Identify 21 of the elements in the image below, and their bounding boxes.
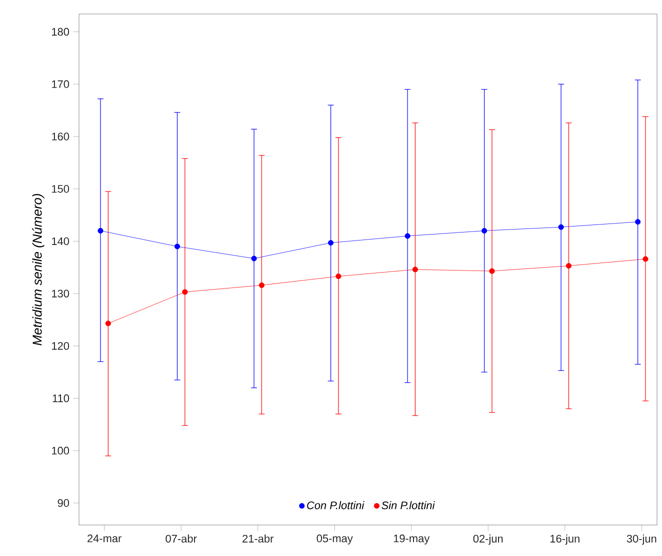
y-tick-label: 100: [52, 446, 70, 455]
x-tick-label: 21-abr: [242, 534, 274, 543]
x-tick-label: 05-may: [316, 534, 353, 544]
x-tick-label: 24-mar: [88, 534, 122, 542]
legend-label: Sin P.lottini: [382, 501, 435, 510]
y-tick-label: 160: [52, 132, 70, 140]
y-tick-label: 110: [52, 394, 70, 402]
x-tick-label: 19-may: [394, 534, 430, 544]
y-tick-label: 170: [52, 80, 70, 88]
y-tick-label: 150: [52, 185, 70, 193]
y-tick-label: 90: [58, 499, 70, 507]
y-axis-title: Metridium senile (Número): [32, 194, 44, 346]
x-tick-label: 16-jun: [550, 534, 580, 545]
x-tick-label: 30-jun: [626, 534, 656, 545]
y-tick-label: 140: [52, 237, 70, 246]
x-tick-label: 02-jun: [473, 534, 503, 545]
y-tick-label: 180: [52, 28, 70, 36]
x-tick-label: 07-abr: [166, 534, 197, 543]
legend-label: Con P.lottini: [307, 501, 364, 510]
y-tick-label: 130: [52, 290, 70, 298]
y-tick-label: 120: [52, 342, 70, 350]
